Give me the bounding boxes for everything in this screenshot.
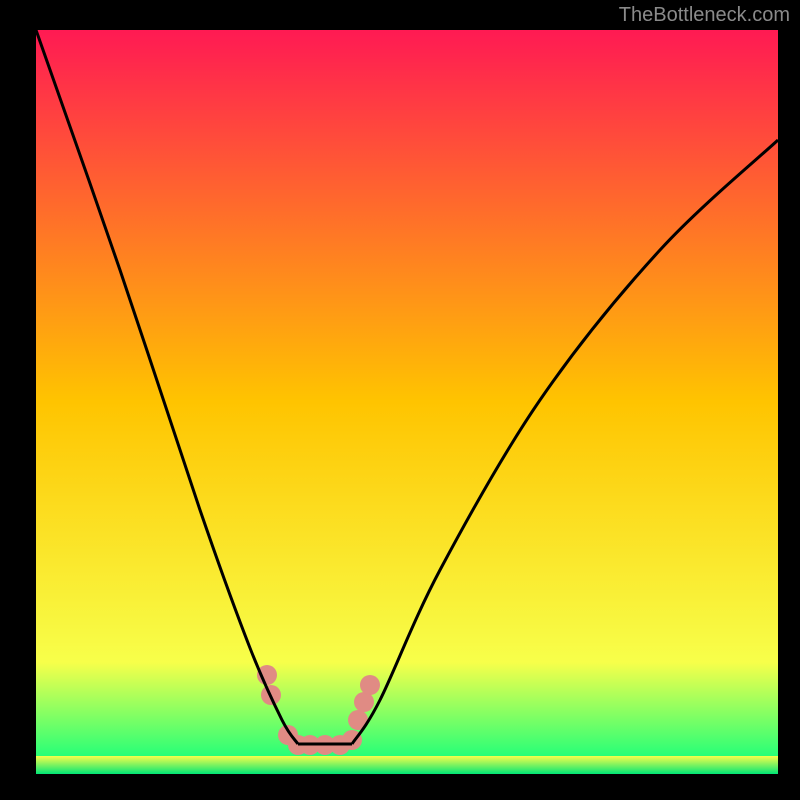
curve-right-branch (352, 140, 778, 744)
curve-left-branch (36, 30, 298, 744)
data-marker (360, 675, 380, 695)
watermark-text: TheBottleneck.com (619, 4, 790, 27)
data-marker (354, 692, 374, 712)
curve-layer (0, 0, 800, 800)
